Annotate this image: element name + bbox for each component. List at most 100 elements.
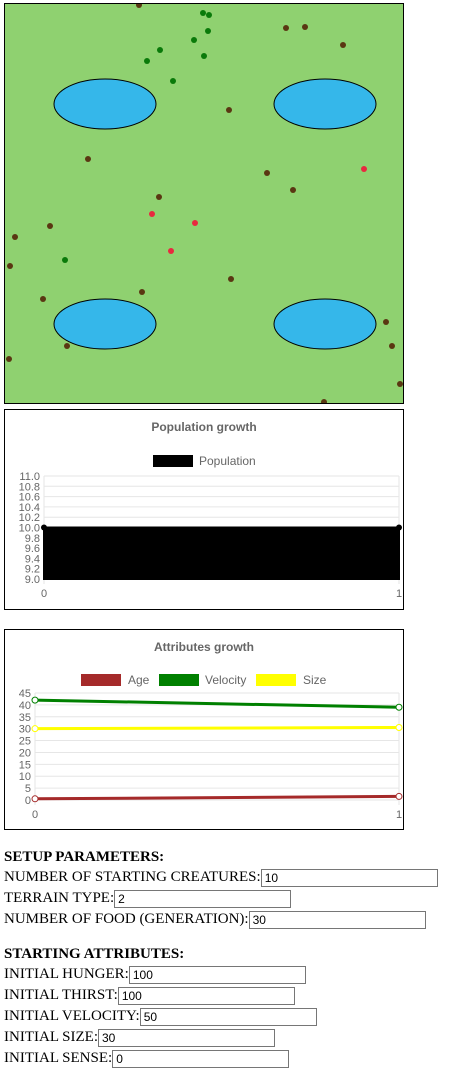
creature-brown xyxy=(321,399,327,403)
legend-swatch-size xyxy=(256,674,296,686)
creature-brown xyxy=(156,194,162,200)
y-tick-label: 10.0 xyxy=(19,523,40,535)
population-point xyxy=(41,524,47,531)
terrain-type-input[interactable] xyxy=(114,889,292,908)
starting-creatures-input[interactable] xyxy=(260,868,438,887)
y-tick-label: 45 xyxy=(19,688,31,700)
food-generation-input[interactable] xyxy=(248,910,426,929)
field-initial-velocity: INITIAL VELOCITY: xyxy=(4,1006,457,1027)
water-pond xyxy=(273,78,377,130)
creature-brown xyxy=(47,223,53,229)
legend-label-velocity: Velocity xyxy=(205,673,246,687)
creature-green xyxy=(200,10,206,16)
population-chart: Population growth Population 11.0 10.8 10.… xyxy=(4,409,404,610)
field-label: INITIAL SENSE: xyxy=(4,1050,113,1066)
population-area xyxy=(43,526,400,580)
field-terrain-type: TERRAIN TYPE: xyxy=(4,888,457,909)
age-point xyxy=(31,795,39,803)
y-tick-label: 35 xyxy=(19,712,31,724)
y-tick-label: 10.2 xyxy=(19,512,40,524)
initial-size-input[interactable] xyxy=(98,1028,275,1047)
field-initial-sense: INITIAL SENSE: xyxy=(4,1048,457,1069)
field-initial-size: INITIAL SIZE: xyxy=(4,1027,457,1048)
y-tick-label: 0 xyxy=(25,795,31,807)
attributes-heading: STARTING ATTRIBUTES: xyxy=(4,946,185,962)
creature-green xyxy=(206,12,212,18)
age-series-line xyxy=(34,794,400,801)
creature-brown xyxy=(139,289,145,295)
creature-green xyxy=(191,37,197,43)
creature-green xyxy=(144,58,150,64)
creature-brown xyxy=(6,356,12,362)
y-tick-label: 20 xyxy=(19,747,31,759)
creature-brown xyxy=(64,343,70,349)
y-tick-label: 40 xyxy=(19,700,31,712)
y-tick-label: 11.0 xyxy=(19,471,40,483)
x-tick-label: 0 xyxy=(32,809,38,821)
y-tick-label: 9.4 xyxy=(25,553,40,565)
y-tick-label: 10.6 xyxy=(19,492,40,504)
legend-label-size: Size xyxy=(303,673,327,687)
chart-title: Population growth xyxy=(151,420,256,434)
age-point xyxy=(395,792,403,800)
creature-brown xyxy=(283,25,289,31)
simulation-world xyxy=(6,4,403,403)
creature-brown xyxy=(383,319,389,325)
y-tick-label: 10 xyxy=(19,771,31,783)
y-tick-label: 9.2 xyxy=(25,564,40,576)
x-tick-label: 1 xyxy=(396,588,402,600)
creature-brown xyxy=(397,381,403,387)
initial-hunger-input[interactable] xyxy=(128,965,306,984)
simulation-canvas xyxy=(4,3,404,404)
creature-brown xyxy=(228,276,234,282)
creature-brown xyxy=(264,170,270,176)
creature-brown xyxy=(302,24,308,30)
initial-sense-input[interactable] xyxy=(112,1049,290,1068)
legend-swatch-age xyxy=(81,674,121,686)
field-label: NUMBER OF STARTING CREATURES: xyxy=(4,869,261,885)
field-food-generation: NUMBER OF FOOD (GENERATION): xyxy=(4,909,457,930)
creature-green xyxy=(62,257,68,263)
creature-red xyxy=(192,220,198,226)
velocity-series-line xyxy=(34,698,400,709)
field-label: INITIAL HUNGER: xyxy=(4,966,129,982)
legend-swatch-population xyxy=(153,455,193,467)
legend-swatch-velocity xyxy=(159,674,199,686)
water-pond xyxy=(273,298,377,350)
x-tick-label: 0 xyxy=(41,588,47,600)
velocity-point xyxy=(395,703,403,711)
creature-brown xyxy=(7,263,13,269)
velocity-point xyxy=(31,696,39,704)
chart-title: Attributes growth xyxy=(154,640,254,654)
initial-velocity-input[interactable] xyxy=(139,1007,317,1026)
creature-red xyxy=(361,166,367,172)
creature-brown xyxy=(136,4,142,8)
legend-label-population: Population xyxy=(199,454,256,468)
y-tick-label: 30 xyxy=(19,724,31,736)
initial-thirst-input[interactable] xyxy=(117,986,295,1005)
field-label: INITIAL VELOCITY: xyxy=(4,1008,140,1024)
creature-green xyxy=(201,53,207,59)
field-initial-hunger: INITIAL HUNGER: xyxy=(4,964,457,985)
creature-brown xyxy=(226,107,232,113)
y-tick-label: 9.6 xyxy=(25,543,40,555)
field-label: NUMBER OF FOOD (GENERATION): xyxy=(4,911,249,927)
water-pond xyxy=(53,298,157,350)
creature-brown xyxy=(389,343,395,349)
field-label: TERRAIN TYPE: xyxy=(4,890,115,906)
y-tick-label: 9.8 xyxy=(25,533,40,545)
creature-green xyxy=(170,78,176,84)
y-tick-label: 9.0 xyxy=(25,574,40,586)
field-initial-thirst: INITIAL THIRST: xyxy=(4,985,457,1006)
field-starting-creatures: NUMBER OF STARTING CREATURES: xyxy=(4,867,457,888)
y-tick-label: 25 xyxy=(19,736,31,748)
water-pond xyxy=(53,78,157,130)
creature-green xyxy=(157,47,163,53)
setup-heading: SETUP PARAMETERS: xyxy=(4,849,165,865)
creature-green xyxy=(205,28,211,34)
legend-label-age: Age xyxy=(128,673,150,687)
population-point xyxy=(396,524,402,531)
creature-brown xyxy=(40,296,46,302)
y-tick-label: 10.4 xyxy=(19,502,40,514)
creature-brown xyxy=(340,42,346,48)
